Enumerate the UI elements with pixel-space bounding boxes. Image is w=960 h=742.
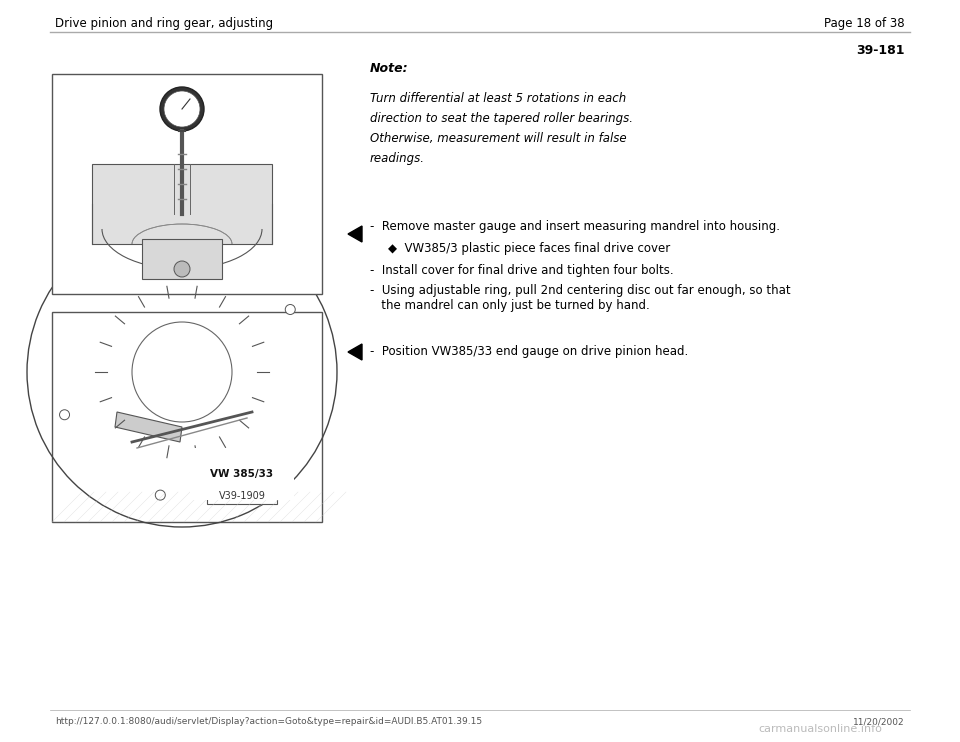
- Circle shape: [257, 463, 267, 473]
- Text: Turn differential at least 5 rotations in each
direction to seat the tapered rol: Turn differential at least 5 rotations i…: [370, 92, 633, 165]
- Text: 11/20/2002: 11/20/2002: [853, 718, 905, 726]
- Bar: [142, 239, 222, 279]
- Text: VW 385/33: VW 385/33: [210, 469, 274, 479]
- Text: -  Install cover for final drive and tighten four bolts.: - Install cover for final drive and tigh…: [370, 264, 674, 277]
- Text: http://127.0.0.1:8080/audi/servlet/Display?action=Goto&type=repair&id=AUDI.B5.AT: http://127.0.0.1:8080/audi/servlet/Displ…: [55, 718, 482, 726]
- Circle shape: [174, 261, 190, 277]
- Circle shape: [164, 91, 200, 127]
- Bar: [92, 164, 272, 244]
- Circle shape: [199, 244, 208, 254]
- Bar: [207, 488, 277, 504]
- Circle shape: [60, 410, 69, 420]
- Circle shape: [285, 304, 296, 315]
- Polygon shape: [348, 226, 362, 242]
- Text: ◆  VW385/3 plastic piece faces final drive cover: ◆ VW385/3 plastic piece faces final driv…: [388, 242, 670, 255]
- Text: -  Using adjustable ring, pull 2nd centering disc out far enough, so that
   the: - Using adjustable ring, pull 2nd center…: [370, 284, 791, 312]
- Circle shape: [156, 490, 165, 500]
- Polygon shape: [348, 344, 362, 360]
- Text: carmanualsonline.info: carmanualsonline.info: [758, 724, 882, 734]
- Bar: [52, 312, 322, 522]
- Text: Drive pinion and ring gear, adjusting: Drive pinion and ring gear, adjusting: [55, 17, 274, 30]
- Bar: [52, 74, 322, 294]
- Circle shape: [160, 87, 204, 131]
- Text: -  Position VW385/33 end gauge on drive pinion head.: - Position VW385/33 end gauge on drive p…: [370, 346, 688, 358]
- Text: -  Remove master gauge and insert measuring mandrel into housing.: - Remove master gauge and insert measuri…: [370, 220, 780, 233]
- Text: V39-1909: V39-1909: [219, 491, 265, 501]
- Circle shape: [97, 272, 107, 281]
- Text: Page 18 of 38: Page 18 of 38: [825, 17, 905, 30]
- Polygon shape: [97, 214, 267, 234]
- Polygon shape: [115, 412, 182, 442]
- Text: 39-181: 39-181: [856, 44, 905, 57]
- Text: Note:: Note:: [370, 62, 409, 75]
